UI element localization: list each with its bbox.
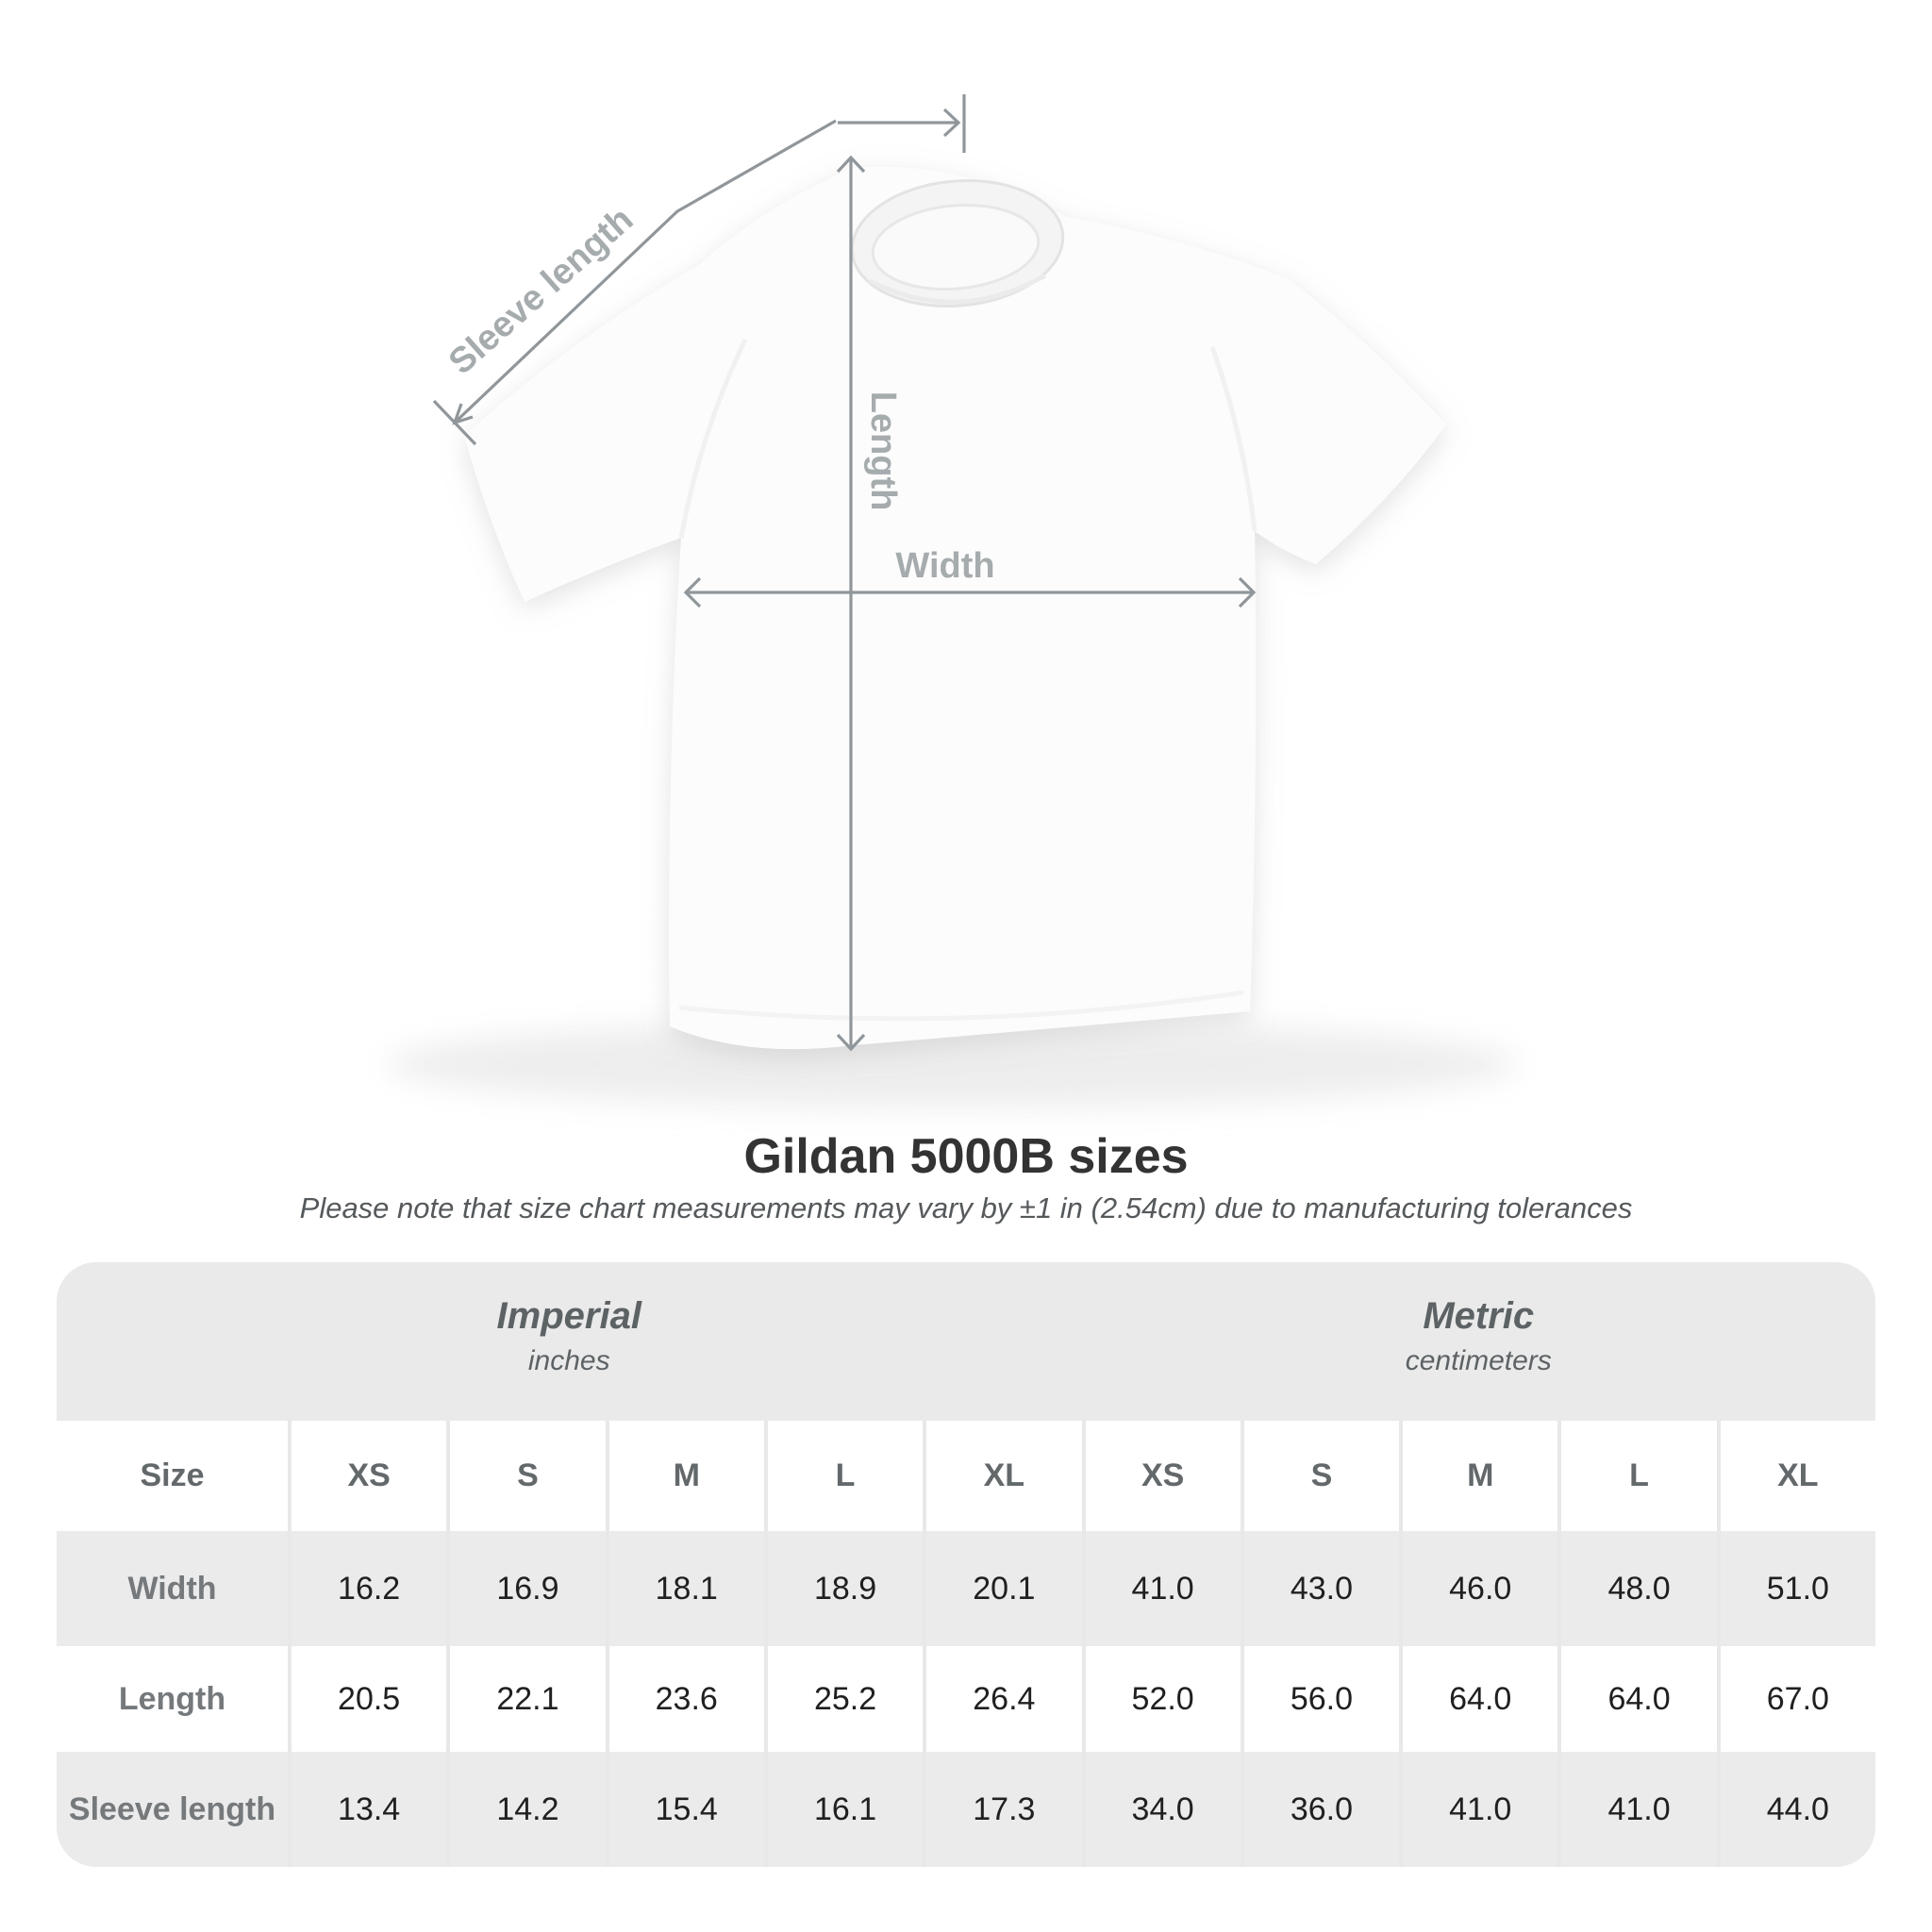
table-cell: 20.5 — [288, 1646, 447, 1752]
width-dimension: Width — [683, 546, 1257, 608]
table-cell: 23.6 — [605, 1646, 764, 1752]
size-header: S — [446, 1421, 606, 1531]
size-header: L — [1557, 1421, 1717, 1531]
size-header: M — [605, 1421, 764, 1531]
size-header: XS — [288, 1421, 447, 1531]
table-cell: 22.1 — [446, 1646, 606, 1752]
width-label: Width — [895, 546, 994, 586]
table-cell: 43.0 — [1240, 1531, 1400, 1646]
row-label: Sleeve length — [57, 1752, 288, 1867]
table-cell: 18.1 — [605, 1531, 764, 1646]
size-header: S — [1240, 1421, 1400, 1531]
size-header: L — [763, 1421, 924, 1531]
metric-band-label: Metric — [1423, 1294, 1535, 1337]
table-cell: 36.0 — [1240, 1752, 1400, 1867]
fold-line-left — [678, 338, 748, 539]
length-dimension: Length — [836, 155, 903, 1052]
imperial-band: Imperial inches — [57, 1262, 1082, 1421]
size-table: Imperial inches Metric centimeters Size … — [57, 1262, 1875, 1867]
imperial-band-unit: inches — [527, 1344, 610, 1376]
hem-seam — [678, 990, 1244, 1022]
table-cell: 14.2 — [446, 1752, 606, 1867]
page-title: Gildan 5000B sizes — [743, 1129, 1189, 1184]
table-cell: 34.0 — [1081, 1752, 1241, 1867]
table-cell: 20.1 — [923, 1531, 1082, 1646]
table-cell: 16.9 — [446, 1531, 606, 1646]
size-header: XL — [923, 1421, 1082, 1531]
table-cell: 41.0 — [1081, 1531, 1241, 1646]
table-cell: 18.9 — [763, 1531, 924, 1646]
table-cell: 15.4 — [605, 1752, 764, 1867]
table-cell: 17.3 — [923, 1752, 1082, 1867]
size-header: M — [1399, 1421, 1558, 1531]
tshirt-body — [464, 166, 1446, 1050]
collar-seam — [868, 273, 1047, 305]
table-cell: 48.0 — [1557, 1531, 1717, 1646]
table-cell: 52.0 — [1081, 1646, 1241, 1752]
table-cell: 25.2 — [763, 1646, 924, 1752]
imperial-band-label: Imperial — [496, 1294, 641, 1337]
tshirt-ground-shadow — [387, 1021, 1519, 1108]
row-label: Width — [57, 1531, 288, 1646]
fold-line-right — [1209, 346, 1257, 532]
table-cell: 16.2 — [288, 1531, 447, 1646]
table-cell: 64.0 — [1557, 1646, 1717, 1752]
metric-band: Metric centimeters — [1081, 1262, 1875, 1421]
table-cell: 67.0 — [1716, 1646, 1875, 1752]
metric-band-unit: centimeters — [1405, 1344, 1552, 1376]
table-cell: 41.0 — [1557, 1752, 1717, 1867]
size-header: XL — [1716, 1421, 1875, 1531]
table-cell: 13.4 — [288, 1752, 447, 1867]
size-col-header: Size — [57, 1421, 288, 1531]
row-label: Length — [57, 1646, 288, 1752]
table-cell: 46.0 — [1399, 1531, 1558, 1646]
table-cell: 56.0 — [1240, 1646, 1400, 1752]
tshirt-diagram: Sleeve length Length Width — [387, 94, 1519, 1108]
page-subtitle: Please note that size chart measurements… — [299, 1191, 1633, 1224]
table-cell: 44.0 — [1716, 1752, 1875, 1867]
table-cell: 26.4 — [923, 1646, 1082, 1752]
collar-opening — [871, 204, 1041, 291]
table-cell: 64.0 — [1399, 1646, 1558, 1752]
length-label: Length — [863, 391, 903, 511]
table-cell: 41.0 — [1399, 1752, 1558, 1867]
table-cell: 16.1 — [763, 1752, 924, 1867]
table-cell: 51.0 — [1716, 1531, 1875, 1646]
size-header: XS — [1081, 1421, 1241, 1531]
